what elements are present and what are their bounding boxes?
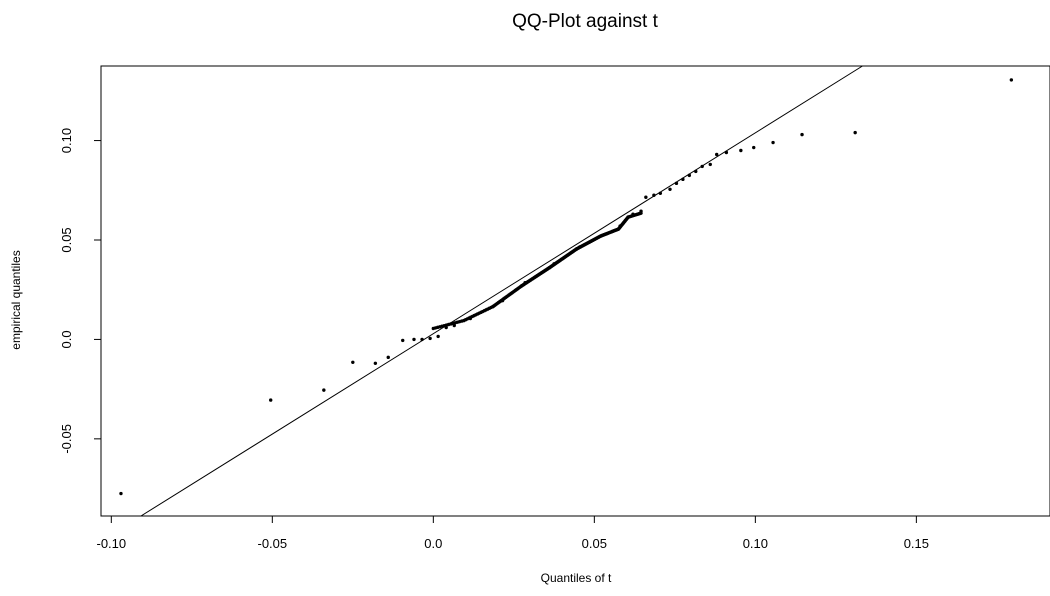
x-tick-label: -0.10 (96, 536, 126, 551)
data-point (373, 361, 378, 365)
x-tick-label: 0.0 (424, 536, 442, 551)
x-axis-label: Quantiles of t (541, 571, 612, 585)
data-point (436, 334, 440, 339)
data-point (428, 336, 432, 341)
y-axis: -0.05 0.0 0.05 0.10 (59, 128, 101, 454)
x-tick-label: -0.05 (257, 536, 287, 551)
data-point (401, 338, 405, 343)
data-point (715, 152, 719, 157)
x-tick-label: 0.15 (904, 536, 929, 551)
data-point (1009, 78, 1014, 82)
data-point (681, 177, 685, 182)
data-point (412, 337, 416, 342)
points-layer (119, 78, 1014, 496)
y-tick-label: -0.05 (59, 424, 74, 454)
data-point (674, 181, 679, 186)
data-point (386, 355, 390, 360)
data-point (687, 173, 692, 178)
data-point (771, 140, 775, 145)
x-axis: -0.10 -0.05 0.0 0.05 0.10 0.15 (96, 516, 929, 551)
data-point (739, 148, 743, 153)
data-point (853, 130, 857, 135)
chart-title: QQ-Plot against t (512, 11, 658, 32)
data-point (752, 145, 756, 150)
x-tick-label: 0.10 (743, 536, 768, 551)
data-point (658, 191, 663, 195)
x-tick-label: 0.05 (582, 536, 607, 551)
data-point (269, 398, 273, 402)
data-point (639, 211, 643, 215)
data-point (322, 388, 326, 392)
data-point (694, 169, 698, 174)
data-point (652, 193, 656, 197)
data-point (119, 491, 123, 496)
data-point (700, 164, 704, 169)
plot-frame (100, 65, 1050, 517)
y-tick-label: 0.10 (59, 128, 74, 153)
data-point (800, 132, 804, 137)
data-point (351, 360, 355, 364)
data-point (420, 337, 424, 342)
data-point (644, 195, 648, 199)
data-point (708, 162, 712, 167)
data-point (668, 187, 672, 191)
data-point (724, 150, 729, 155)
y-axis-label: empirical quantiles (9, 250, 23, 349)
y-tick-label: 0.05 (59, 227, 74, 252)
y-tick-label: 0.0 (59, 330, 74, 348)
reference-line (140, 65, 863, 517)
